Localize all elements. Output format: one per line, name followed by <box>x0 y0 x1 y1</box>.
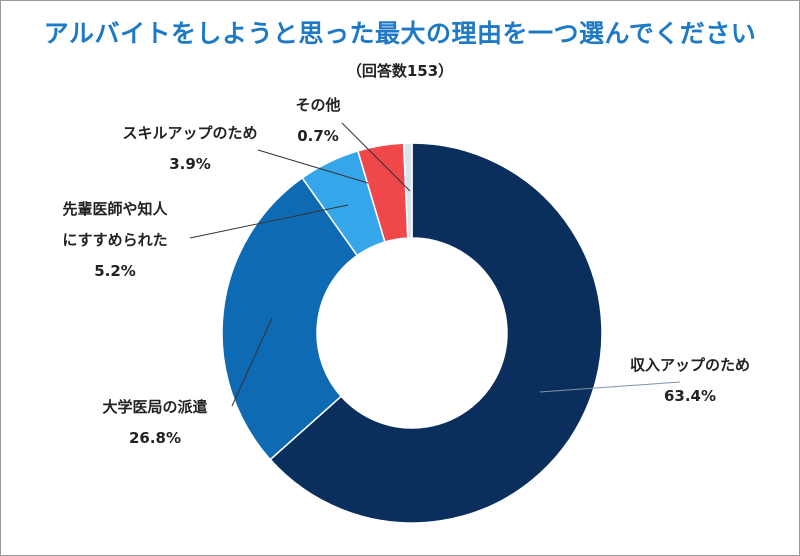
leader-line-income-up <box>539 381 681 393</box>
leader-line-university-dispatch <box>231 317 273 407</box>
label-recommended-line-1: 先輩医師や知人 <box>62 200 168 218</box>
slice-income-up <box>269 142 603 524</box>
label-university-dispatch: 大学医局の派遣 <box>102 398 207 416</box>
leader-line-other <box>341 122 411 192</box>
pct-label-recommended: 5.2% <box>94 262 136 280</box>
pct-label-other: 0.7% <box>297 127 339 145</box>
pct-label-university-dispatch: 26.8% <box>129 429 181 447</box>
slice-university-dispatch <box>221 176 359 461</box>
chart-title: アルバイトをしようと思った最大の理由を一つ選んでください <box>43 19 757 48</box>
label-income-up: 収入アップのため <box>630 356 750 374</box>
slice-other <box>402 142 413 239</box>
label-skill-up: スキルアップのため <box>122 124 257 142</box>
chart-subtitle: （回答数153） <box>346 62 454 80</box>
leader-line-skill-up <box>257 149 369 184</box>
pct-label-skill-up: 3.9% <box>169 155 211 173</box>
label-recommended-line-2: にすすめられた <box>62 231 167 249</box>
label-other: その他 <box>295 96 340 114</box>
pct-label-income-up: 63.4% <box>664 387 716 405</box>
leader-line-recommended <box>189 204 349 239</box>
